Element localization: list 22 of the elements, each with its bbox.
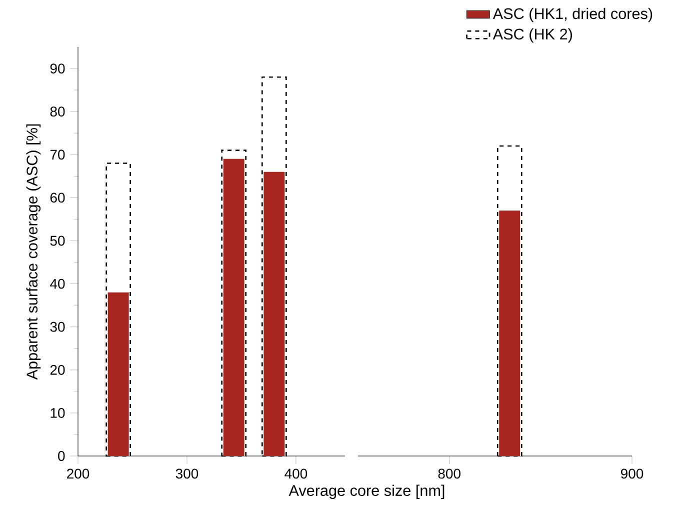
y-tick-label: 0: [58, 451, 65, 461]
y-tick-label: 60: [50, 192, 65, 203]
y-tick-label: 10: [50, 408, 65, 418]
y-tick-label: 20: [50, 364, 65, 375]
bar: [108, 292, 129, 456]
y-tick-label: 50: [50, 236, 65, 246]
x-tick-label: 800: [438, 468, 460, 479]
legend-label: ASC (HK1, dried cores): [492, 8, 652, 22]
y-axis-title: Apparent surface coverage (ASC) [%]: [26, 124, 41, 380]
x-tick-label: 300: [176, 468, 198, 479]
bar: [223, 158, 244, 456]
y-tick-label: 90: [50, 64, 65, 74]
y-tick-label: 30: [50, 322, 65, 332]
y-tick-label: 80: [50, 106, 65, 117]
x-tick-label: 400: [284, 468, 308, 479]
x-tick-label: 900: [620, 468, 644, 479]
x-tick-label: 200: [67, 468, 90, 479]
x-axis-title: Average core size [nm]: [288, 484, 444, 499]
legend-label: ASC (HK 2): [492, 28, 572, 43]
y-tick-label: 40: [50, 278, 65, 289]
bar: [264, 172, 285, 456]
y-tick-label: 70: [50, 150, 65, 160]
